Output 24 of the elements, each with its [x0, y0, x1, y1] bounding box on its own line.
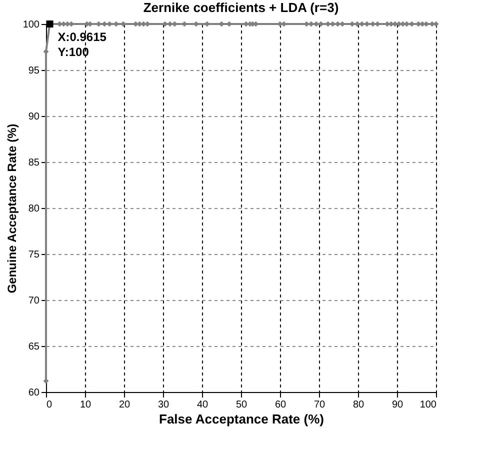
annotation: X:0.9615 Y:100	[58, 30, 107, 59]
x-tick-label: 50	[236, 400, 248, 410]
x-tick-label: 40	[196, 400, 208, 410]
y-tick-label: 85	[28, 158, 40, 168]
y-tick-label: 100	[22, 20, 40, 30]
chart-title: Zernike coefficients + LDA (r=3)	[143, 0, 339, 15]
y-tick-label: 90	[28, 112, 40, 122]
y-tick-label: 75	[28, 250, 40, 260]
y-tick-label: 65	[28, 342, 40, 352]
y-tick-label: 70	[28, 296, 40, 306]
y-tick-label: 80	[28, 204, 40, 214]
x-tick-label: 60	[274, 400, 286, 410]
x-tick-label: 100	[420, 400, 437, 410]
y-axis-title: Genuine Acceptance Rate (%)	[4, 124, 19, 294]
x-tick-label: 0	[46, 400, 52, 410]
x-tick-label: 70	[314, 400, 326, 410]
x-tick-label: 80	[352, 400, 364, 410]
x-axis-title: False Acceptance Rate (%)	[159, 412, 324, 426]
y-tick-label: 60	[28, 388, 40, 398]
x-tick-label: 20	[118, 400, 130, 410]
y-tick-label: 95	[28, 66, 40, 76]
x-tick-label: 10	[80, 400, 92, 410]
x-tick-label: 30	[158, 400, 170, 410]
x-tick-label: 90	[392, 400, 404, 410]
